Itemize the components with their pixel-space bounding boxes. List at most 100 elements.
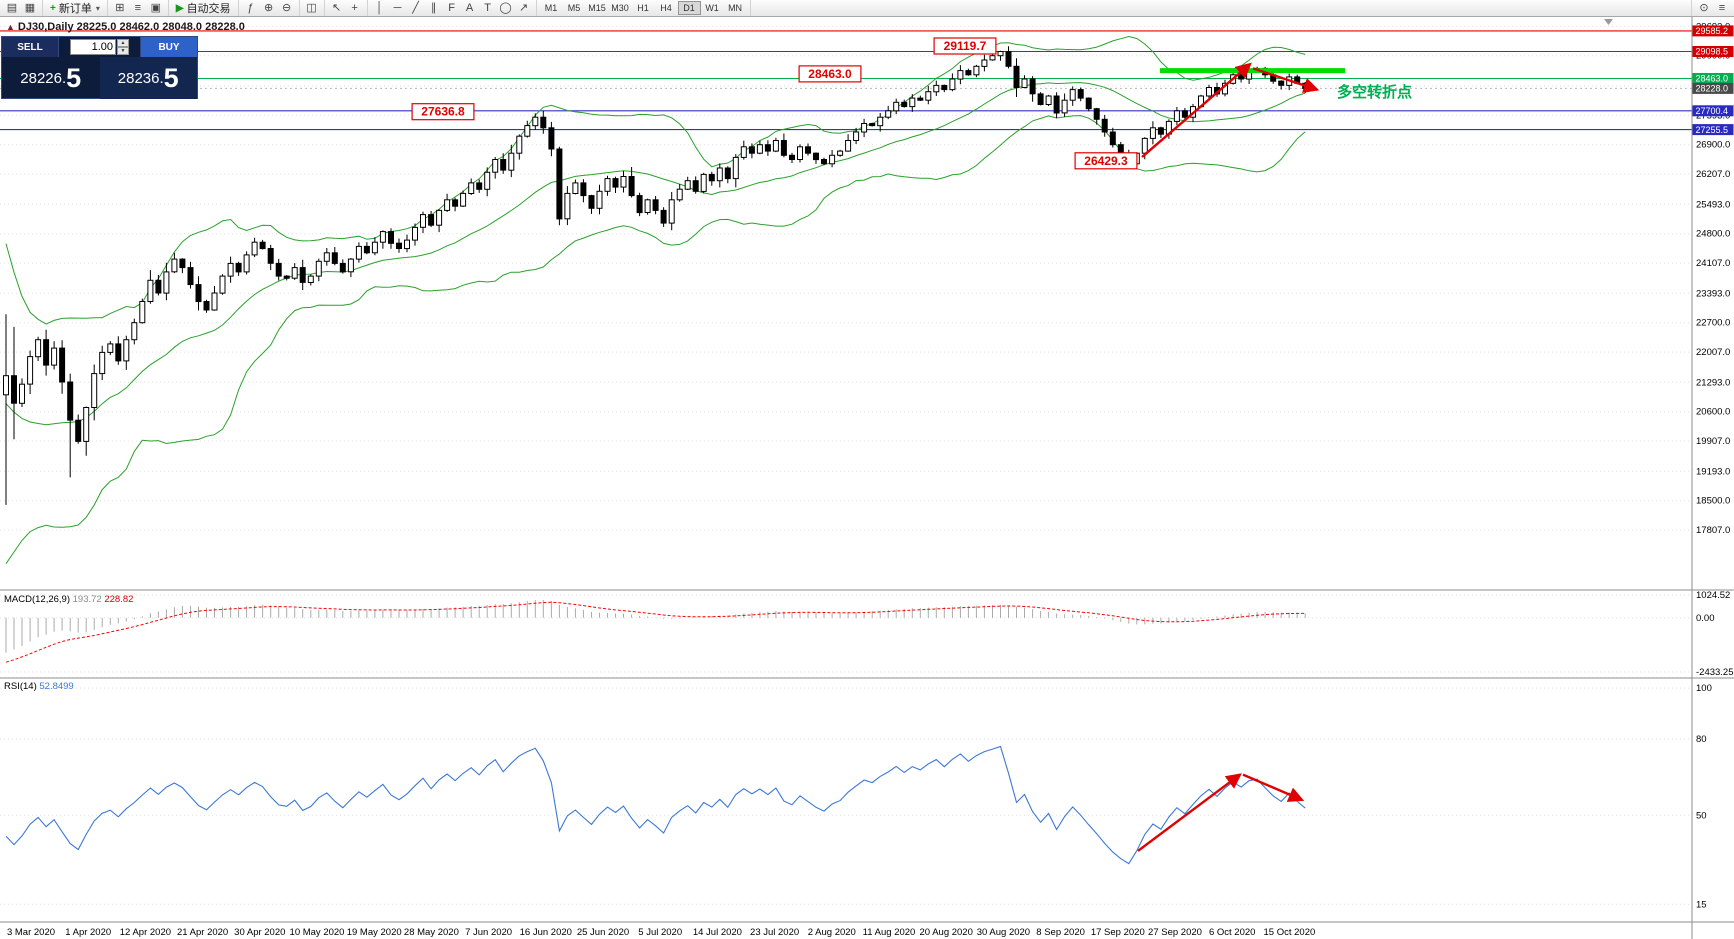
timeframe-MN-button[interactable]: MN (724, 1, 747, 15)
rsi-axis-label: 50 (1696, 810, 1707, 821)
rsi-trend-arrow[interactable] (1242, 773, 1305, 802)
price-annotation-label[interactable]: 29119.7 (933, 37, 997, 55)
date-label: 8 Sep 2020 (1036, 927, 1085, 938)
timeframe-H1-button[interactable]: H1 (632, 1, 655, 15)
price-annotation-label[interactable]: 26429.3 (1074, 152, 1138, 170)
price-axis-label: 25493.0 (1696, 199, 1730, 210)
data-window-icon[interactable]: ▦ (21, 1, 39, 16)
timeframe-M5-button[interactable]: M5 (563, 1, 586, 15)
toolbar: ▤ ▦ + 新订单 ▾ ⊞ ≡ ▣ ▶ 自动交易 ƒ ⊕ ⊖ ◫ ↖ + │ ─ ╱ ∥ F A T ◯ ↗ M1 M5 M15 M30… (0, 0, 1734, 17)
sell-price[interactable]: 28226. 5 (20, 62, 82, 93)
label-icon[interactable]: T (479, 1, 497, 16)
channel-icon[interactable]: ∥ (425, 1, 443, 16)
rsi-axis-label: 100 (1696, 683, 1712, 694)
price-axis-label: 24107.0 (1696, 258, 1730, 269)
timeframe-W1-button[interactable]: W1 (701, 1, 724, 15)
date-label: 23 Jul 2020 (750, 927, 799, 938)
buy-button[interactable]: BUY (140, 37, 197, 57)
arrows-icon[interactable]: ↗ (515, 1, 533, 16)
bollinger-upper (5, 35, 1306, 325)
date-label: 20 Aug 2020 (920, 927, 973, 938)
ohlc-values: 28225.0 28462.0 28048.0 28228.0 (76, 21, 245, 33)
rsi-axis-label: 80 (1696, 734, 1707, 745)
text-icon[interactable]: A (461, 1, 479, 16)
rsi-axis-label: 15 (1696, 899, 1707, 910)
properties-icon[interactable]: ≡ (1713, 1, 1731, 16)
timeframe-M30-button[interactable]: M30 (609, 1, 632, 15)
horizontal-line-icon[interactable]: ─ (389, 1, 407, 16)
svg-text:28463.0: 28463.0 (1696, 74, 1729, 84)
crosshair-icon[interactable]: + (346, 1, 364, 16)
buy-price[interactable]: 28236. 5 (99, 57, 197, 99)
fibonacci-icon[interactable]: F (443, 1, 461, 16)
auto-trading-button-icon: ▶ (175, 2, 184, 14)
price-axis-label: 26207.0 (1696, 169, 1730, 180)
price-annotation-label[interactable]: 28463.0 (798, 65, 862, 83)
svg-text:29119.7: 29119.7 (944, 39, 987, 53)
svg-text:27255.5: 27255.5 (1696, 125, 1729, 135)
svg-text:28463.0: 28463.0 (808, 67, 852, 81)
macd-histogram (5, 599, 1306, 653)
tile-windows-icon[interactable]: ◫ (303, 1, 321, 16)
price-annotation-label[interactable]: 27636.8 (411, 103, 475, 121)
candles (3, 51, 1309, 442)
terminal-icon[interactable]: ▣ (147, 1, 165, 16)
search-icon[interactable]: ⊙ (1695, 1, 1713, 16)
timeframe-M1-button[interactable]: M1 (540, 1, 563, 15)
cursor-icon[interactable]: ↖ (328, 1, 346, 16)
price-axis-label: 20600.0 (1696, 407, 1730, 418)
chart-shift-marker[interactable] (1604, 19, 1613, 25)
price-axis-label: 24800.0 (1696, 229, 1730, 240)
price-axis-label: 21293.0 (1696, 377, 1730, 388)
date-label: 7 Jun 2020 (465, 927, 512, 938)
chart-marker-icon: ▲ (6, 22, 15, 32)
date-label: 2 Aug 2020 (808, 927, 856, 938)
trend-arrow[interactable] (1252, 67, 1320, 93)
bollinger-lower (5, 115, 1306, 564)
date-label: 11 Aug 2020 (863, 927, 916, 938)
macd-axis-label: -2433.25 (1696, 667, 1734, 678)
indicators-icon[interactable]: ƒ (242, 1, 260, 16)
timeframe-D1-button[interactable]: D1 (677, 1, 701, 15)
shapes-icon[interactable]: ◯ (497, 1, 515, 16)
turning-point-note[interactable]: 多空转折点 (1337, 84, 1413, 101)
rsi-label: RSI(14) 52.8499 (4, 681, 74, 692)
date-label: 28 May 2020 (404, 927, 459, 938)
navigator-icon[interactable]: ≡ (129, 1, 147, 16)
new-order-button[interactable]: + 新订单 ▾ (46, 1, 104, 16)
rsi-trend-arrow[interactable] (1137, 773, 1242, 852)
price-axis-label: 26900.0 (1696, 140, 1730, 151)
date-label: 27 Sep 2020 (1148, 927, 1202, 938)
market-watch-icon[interactable]: ▤ (3, 1, 21, 16)
price-axis-label: 19907.0 (1696, 436, 1730, 447)
date-label: 12 Apr 2020 (120, 927, 171, 938)
date-label: 6 Oct 2020 (1209, 927, 1255, 938)
zoom-in-icon[interactable]: ⊕ (260, 1, 278, 16)
axis-price-box: 29585.2 (1692, 25, 1734, 37)
timeframe-H4-button[interactable]: H4 (655, 1, 678, 15)
date-label: 30 Aug 2020 (977, 927, 1030, 938)
date-label: 30 Apr 2020 (234, 927, 285, 938)
volume-down-button[interactable]: ▼ (117, 47, 129, 55)
charts-icon[interactable]: ⊞ (111, 1, 129, 16)
volume-input[interactable] (70, 39, 116, 55)
volume-up-button[interactable]: ▲ (117, 39, 129, 47)
axis-price-box: 27700.4 (1692, 105, 1734, 117)
price-axis-label: 22700.0 (1696, 318, 1730, 329)
timeframe-M15-button[interactable]: M15 (586, 1, 609, 15)
svg-text:29098.5: 29098.5 (1696, 47, 1729, 57)
vertical-line-icon[interactable]: │ (371, 1, 389, 16)
svg-text:28228.0: 28228.0 (1696, 84, 1729, 94)
rsi-line (5, 745, 1306, 865)
sell-button[interactable]: SELL (2, 37, 59, 57)
date-label: 14 Jul 2020 (693, 927, 742, 938)
trend-arrow[interactable] (1141, 62, 1252, 158)
svg-text:26429.3: 26429.3 (1084, 154, 1128, 168)
date-label: 19 May 2020 (347, 927, 402, 938)
zoom-out-icon[interactable]: ⊖ (278, 1, 296, 16)
new-order-button-icon: + (50, 2, 56, 14)
auto-trading-button[interactable]: ▶ 自动交易 (172, 1, 235, 16)
chart-title: ▲ DJ30,Daily 28225.0 28462.0 28048.0 2822… (6, 21, 245, 33)
trendline-icon[interactable]: ╱ (407, 1, 425, 16)
